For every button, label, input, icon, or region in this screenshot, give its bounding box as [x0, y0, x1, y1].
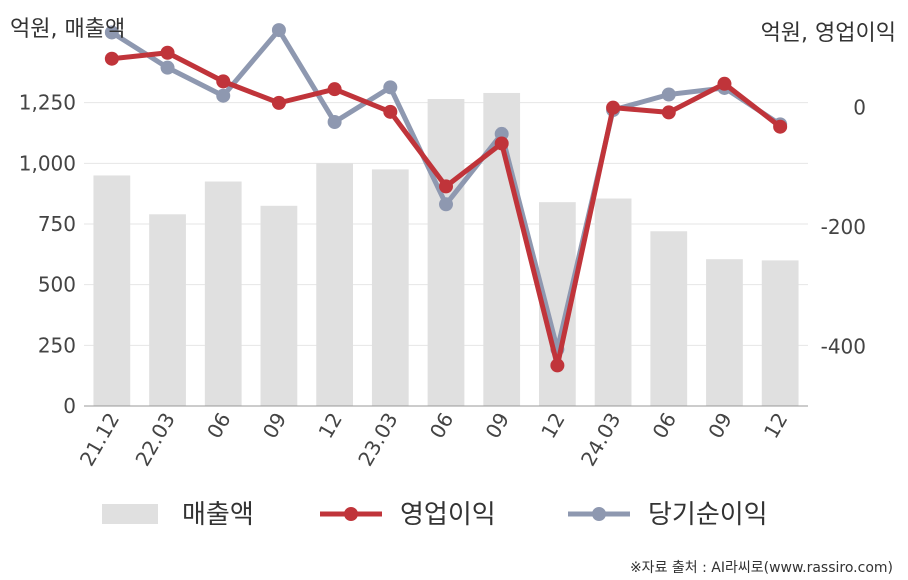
- left-tick-label: 500: [38, 273, 76, 297]
- source-note: ※자료 출처 : AI라씨로(www.rassiro.com): [630, 560, 893, 576]
- x-tick-label: 09: [703, 409, 737, 443]
- bar: [594, 198, 632, 406]
- data-point: [494, 136, 509, 151]
- legend-item: 매출액: [102, 500, 254, 530]
- data-point: [271, 95, 286, 110]
- legend-swatch: [102, 504, 158, 524]
- bar: [761, 260, 799, 406]
- line-series: [104, 23, 788, 373]
- bar: [93, 175, 131, 406]
- legend: 매출액 영업이익 당기순이익: [102, 500, 768, 530]
- data-point: [383, 104, 398, 119]
- left-tick-label: 1,250: [19, 91, 76, 115]
- x-tick-label: 06: [425, 409, 459, 443]
- x-tick-label: 22.03: [130, 409, 179, 471]
- left-axis-unit: 억원, 매출액: [10, 17, 125, 42]
- x-tick-label: 06: [202, 409, 236, 443]
- data-point: [606, 100, 621, 115]
- x-tick-label: 09: [481, 409, 515, 443]
- left-tick-label: 750: [38, 212, 76, 236]
- data-point: [383, 80, 398, 95]
- bar: [149, 214, 186, 406]
- x-axis-ticks: 21.12 22.03 06 09 12 23.03 06 09 12 24.03 06 09 12: [75, 409, 793, 471]
- data-point: [271, 23, 286, 38]
- x-tick-label: 12: [759, 409, 793, 443]
- x-tick-label: 24.03: [576, 409, 625, 471]
- left-axis-ticks: 0 250 500 750 1,000 1,250: [19, 91, 76, 418]
- data-point: [160, 60, 175, 75]
- data-point: [439, 179, 453, 194]
- legend-label: 당기순이익: [648, 500, 768, 530]
- bar-series: [93, 92, 799, 407]
- data-point: [327, 114, 342, 129]
- right-axis-unit: 억원, 영업이익: [761, 21, 896, 46]
- data-point: [661, 87, 676, 102]
- bar: [260, 205, 298, 406]
- legend-item: 영업이익: [320, 500, 496, 530]
- x-tick-label: 21.12: [75, 409, 124, 471]
- bar: [706, 259, 743, 406]
- bar: [371, 169, 409, 406]
- data-point: [550, 358, 565, 373]
- bar: [204, 181, 242, 406]
- bar: [650, 231, 688, 406]
- bar: [316, 163, 353, 406]
- legend-item: 당기순이익: [568, 500, 768, 530]
- x-tick-label: 09: [258, 409, 292, 443]
- right-tick-label: -400: [821, 334, 866, 358]
- data-point: [439, 197, 453, 212]
- x-tick-label: 23.03: [353, 409, 402, 471]
- legend-label: 영업이익: [400, 500, 496, 530]
- data-point: [104, 25, 119, 40]
- left-tick-label: 250: [38, 333, 76, 357]
- data-point: [160, 45, 175, 60]
- left-tick-label: 0: [63, 394, 76, 418]
- data-point: [216, 74, 231, 89]
- legend-marker: [592, 507, 606, 521]
- data-point: [216, 88, 231, 103]
- legend-marker: [344, 507, 358, 521]
- data-point: [327, 82, 342, 97]
- data-point: [661, 105, 676, 120]
- right-axis-ticks: 0 -200 -400: [821, 96, 866, 359]
- x-tick-label: 06: [648, 409, 682, 443]
- data-point: [104, 51, 119, 66]
- x-tick-label: 12: [313, 409, 347, 443]
- bar: [427, 99, 465, 406]
- left-tick-label: 1,000: [19, 151, 76, 175]
- legend-label: 매출액: [182, 500, 254, 530]
- x-tick-label: 12: [536, 409, 570, 443]
- right-tick-label: 0: [853, 96, 866, 120]
- data-point: [773, 119, 788, 134]
- right-tick-label: -200: [821, 215, 866, 239]
- data-point: [717, 76, 732, 91]
